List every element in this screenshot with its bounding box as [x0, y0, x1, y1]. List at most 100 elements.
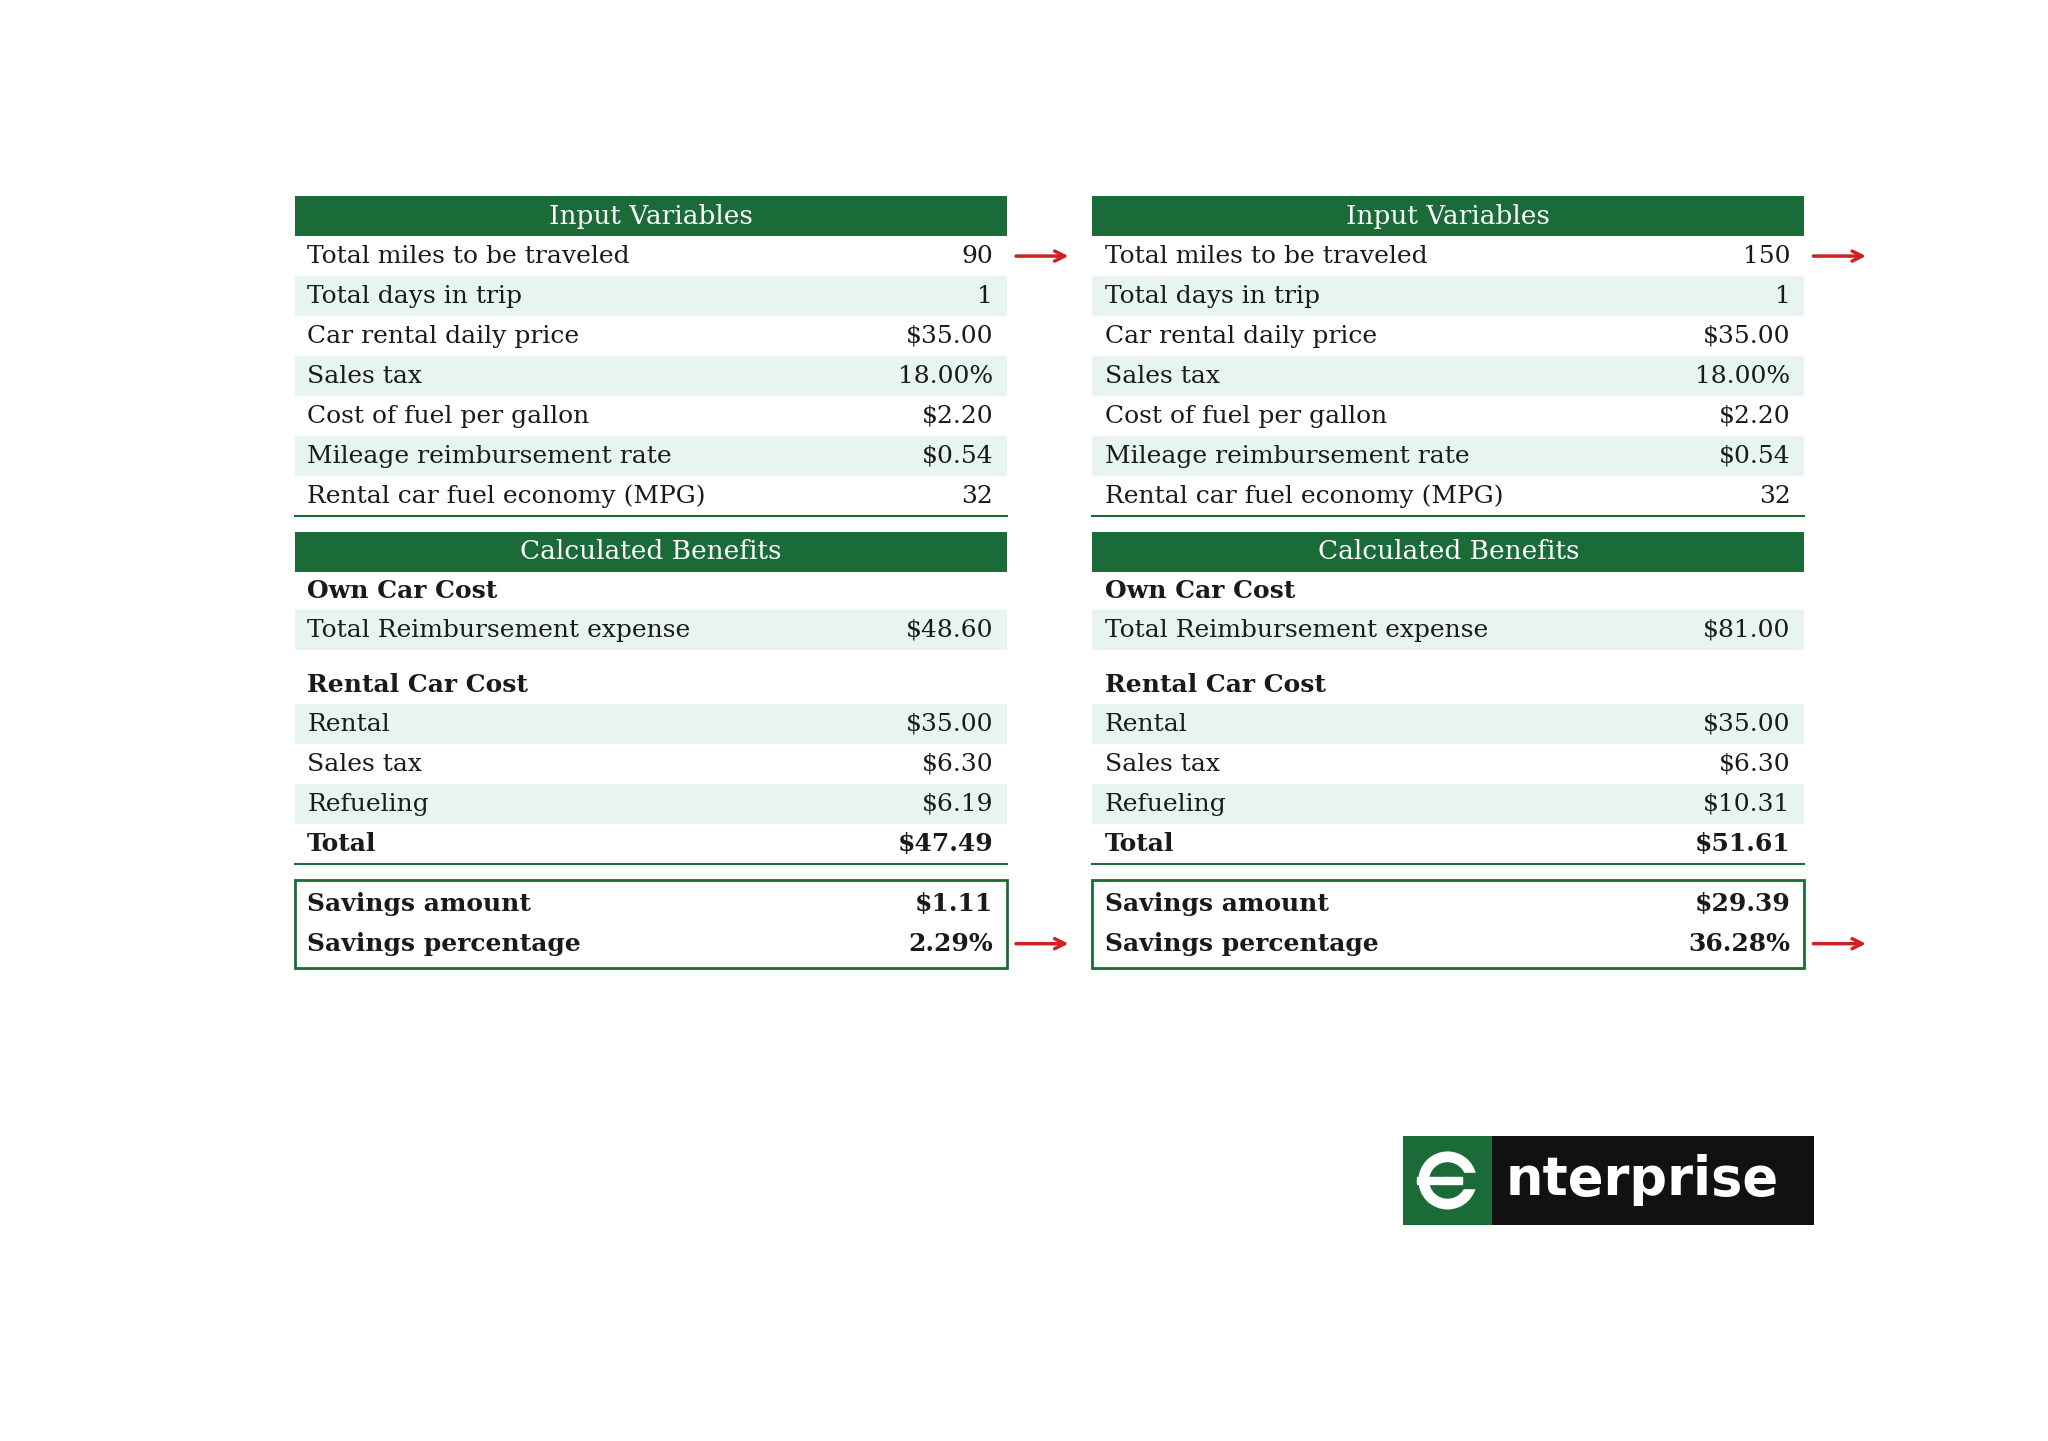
Text: $51.61: $51.61: [1696, 833, 1790, 856]
Text: $47.49: $47.49: [897, 833, 993, 856]
Text: 36.28%: 36.28%: [1688, 932, 1790, 955]
Bar: [295, 356, 1008, 396]
Bar: [295, 532, 1008, 572]
Text: 1: 1: [977, 285, 993, 307]
Text: $81.00: $81.00: [1704, 618, 1790, 641]
Text: Refueling: Refueling: [307, 793, 428, 816]
Text: Car rental daily price: Car rental daily price: [307, 324, 580, 347]
Bar: [1092, 744, 1804, 784]
Bar: [1403, 1136, 1493, 1225]
Bar: [1092, 705, 1804, 744]
Bar: [295, 880, 1008, 967]
Text: Total Reimbursement expense: Total Reimbursement expense: [307, 618, 690, 641]
Bar: [295, 236, 1008, 277]
Bar: [295, 396, 1008, 437]
Bar: [1092, 824, 1804, 865]
Text: Total miles to be traveled: Total miles to be traveled: [1104, 245, 1427, 268]
Text: 18.00%: 18.00%: [1696, 365, 1790, 388]
Text: Sales tax: Sales tax: [1104, 752, 1219, 775]
Text: 32: 32: [1759, 484, 1790, 507]
Text: 18.00%: 18.00%: [897, 365, 993, 388]
Text: Calculated Benefits: Calculated Benefits: [1317, 539, 1579, 565]
Bar: [1417, 1177, 1462, 1185]
Text: $29.39: $29.39: [1694, 892, 1790, 915]
Bar: [1092, 532, 1804, 572]
Text: $35.00: $35.00: [1704, 324, 1790, 347]
Text: Total days in trip: Total days in trip: [1104, 285, 1319, 307]
Text: $6.30: $6.30: [1718, 752, 1790, 775]
Text: Refueling: Refueling: [1104, 793, 1227, 816]
Bar: [295, 824, 1008, 865]
Text: Total: Total: [307, 833, 377, 856]
Text: $10.31: $10.31: [1704, 793, 1790, 816]
Bar: [295, 437, 1008, 477]
Text: Rental Car Cost: Rental Car Cost: [307, 673, 528, 697]
Text: $1.11: $1.11: [915, 892, 993, 915]
Text: Total Reimbursement expense: Total Reimbursement expense: [1104, 618, 1489, 641]
Text: $2.20: $2.20: [922, 405, 993, 428]
Circle shape: [1430, 1163, 1464, 1197]
Text: Rental car fuel economy (MPG): Rental car fuel economy (MPG): [1104, 484, 1503, 509]
Text: $35.00: $35.00: [1704, 713, 1790, 736]
Text: Own Car Cost: Own Car Cost: [1104, 579, 1294, 602]
Bar: [1403, 1136, 1815, 1225]
Bar: [1092, 236, 1804, 277]
Text: Input Variables: Input Variables: [549, 203, 754, 229]
Text: $6.30: $6.30: [922, 752, 993, 775]
Bar: [1448, 1173, 1479, 1189]
Text: $2.20: $2.20: [1718, 405, 1790, 428]
Bar: [1092, 277, 1804, 316]
Text: Sales tax: Sales tax: [1104, 365, 1219, 388]
Bar: [1092, 572, 1804, 611]
Bar: [1092, 666, 1804, 705]
Text: Own Car Cost: Own Car Cost: [307, 579, 498, 602]
Bar: [295, 316, 1008, 356]
Bar: [295, 277, 1008, 316]
Text: Savings amount: Savings amount: [307, 892, 530, 915]
Text: Car rental daily price: Car rental daily price: [1104, 324, 1376, 347]
Text: Rental Car Cost: Rental Car Cost: [1104, 673, 1325, 697]
Text: Input Variables: Input Variables: [1346, 203, 1550, 229]
Text: Mileage reimbursement rate: Mileage reimbursement rate: [307, 445, 672, 468]
Bar: [295, 666, 1008, 705]
Text: 150: 150: [1743, 245, 1790, 268]
Text: 1: 1: [1776, 285, 1790, 307]
Text: Savings percentage: Savings percentage: [1104, 932, 1378, 955]
Text: $6.19: $6.19: [922, 793, 993, 816]
Text: Cost of fuel per gallon: Cost of fuel per gallon: [307, 405, 590, 428]
Bar: [1092, 437, 1804, 477]
Text: $48.60: $48.60: [905, 618, 993, 641]
Text: $35.00: $35.00: [905, 713, 993, 736]
Bar: [1092, 880, 1804, 967]
Bar: [1092, 611, 1804, 650]
Text: Rental: Rental: [1104, 713, 1188, 736]
Bar: [295, 744, 1008, 784]
Bar: [295, 784, 1008, 824]
Text: $35.00: $35.00: [905, 324, 993, 347]
Text: Savings amount: Savings amount: [1104, 892, 1329, 915]
Text: Mileage reimbursement rate: Mileage reimbursement rate: [1104, 445, 1468, 468]
Bar: [295, 196, 1008, 236]
Text: Sales tax: Sales tax: [307, 752, 422, 775]
Bar: [1092, 784, 1804, 824]
Text: Sales tax: Sales tax: [307, 365, 422, 388]
Bar: [295, 572, 1008, 611]
Text: $0.54: $0.54: [1718, 445, 1790, 468]
Text: Savings percentage: Savings percentage: [307, 932, 582, 955]
Bar: [1092, 396, 1804, 437]
Text: nterprise: nterprise: [1505, 1154, 1780, 1206]
Text: Cost of fuel per gallon: Cost of fuel per gallon: [1104, 405, 1386, 428]
Text: $0.54: $0.54: [922, 445, 993, 468]
Text: Total: Total: [1104, 833, 1174, 856]
Text: Total miles to be traveled: Total miles to be traveled: [307, 245, 631, 268]
Bar: [295, 477, 1008, 516]
Bar: [295, 705, 1008, 744]
Text: 90: 90: [961, 245, 993, 268]
Bar: [1092, 356, 1804, 396]
Bar: [1092, 316, 1804, 356]
Circle shape: [1419, 1153, 1477, 1209]
Text: Calculated Benefits: Calculated Benefits: [520, 539, 782, 565]
Text: Rental: Rental: [307, 713, 389, 736]
Text: 32: 32: [961, 484, 993, 507]
Bar: [1092, 477, 1804, 516]
